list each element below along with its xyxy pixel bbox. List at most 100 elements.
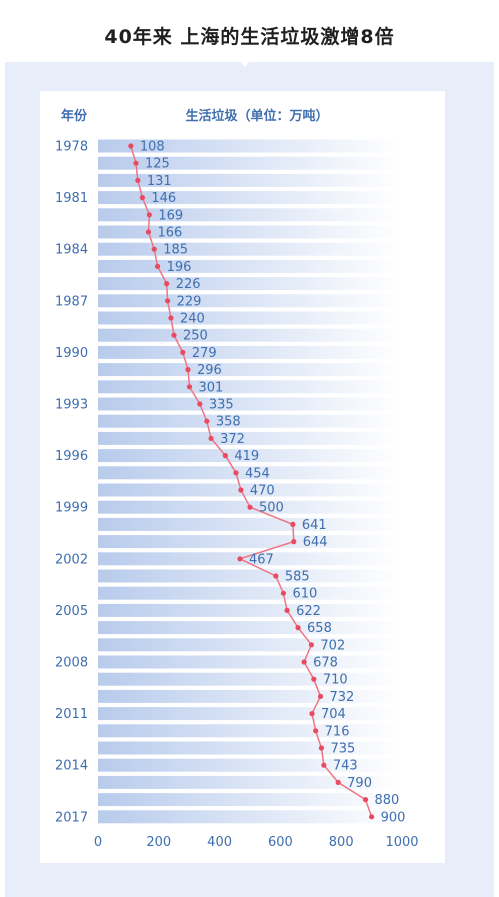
year-band [98,363,402,377]
data-label: 732 [330,690,355,705]
year-band [98,414,402,428]
data-point [295,625,301,631]
data-point [180,349,186,355]
data-point [273,573,279,579]
year-tick-label: 1984 [55,243,88,258]
data-point [291,539,297,545]
year-band [98,311,402,325]
data-point [197,401,203,407]
data-label: 419 [234,449,259,464]
data-label: 743 [333,759,358,774]
year-band [98,345,402,359]
data-label: 735 [330,742,355,757]
year-tick-label: 2005 [55,604,88,619]
data-label: 500 [259,501,284,516]
value-column-header: 生活垃圾（单位：万吨） [185,108,328,124]
data-point [290,521,296,527]
data-label: 125 [145,157,170,172]
data-point [362,797,369,803]
year-band [98,259,402,273]
chart-card: 年份 生活垃圾（单位：万吨） 1978 1981 1984 1987 1990 1993 1… [40,91,445,863]
x-tick-label: 400 [207,835,232,850]
data-label: 716 [325,724,350,739]
year-band [98,294,402,308]
data-label: 335 [209,398,234,413]
year-band [98,191,402,205]
year-band [98,793,402,807]
garbage-line-chart: 年份 生活垃圾（单位：万吨） 1978 1981 1984 1987 1990 1993 1… [55,108,419,850]
year-band [98,397,402,411]
data-point [139,195,145,201]
year-tick-label: 2011 [55,707,88,722]
data-label: 470 [250,484,275,499]
data-point [317,693,324,700]
data-label: 585 [285,570,310,585]
data-label: 185 [163,243,188,258]
data-label: 240 [180,312,205,327]
year-band [98,741,402,755]
year-band [98,225,402,239]
data-point [204,418,210,424]
data-label: 279 [192,346,217,361]
year-band [98,277,402,291]
year-band [98,775,402,789]
data-point [146,212,152,218]
year-band [98,483,402,497]
year-tick-label: 1999 [55,501,88,516]
year-band [98,380,402,394]
page-title: 40年来 上海的生活垃圾激增8倍 [104,26,395,48]
year-band [98,535,402,549]
year-band [98,328,402,342]
year-band [98,672,402,686]
data-point [154,263,161,269]
data-label: 900 [381,810,406,825]
data-point [233,470,239,476]
data-point [133,160,139,166]
data-point [313,728,319,734]
year-tick-label: 2014 [55,759,88,774]
data-point [335,779,341,786]
x-tick-label: 1000 [385,835,418,850]
data-point [318,745,325,751]
year-band [98,208,402,222]
year-tick-label: 1996 [55,449,88,464]
year-tick-label: 2008 [55,656,88,671]
year-band [98,638,402,652]
data-point [135,177,141,183]
data-label: 622 [296,604,321,619]
year-band [98,449,402,463]
data-point [222,453,228,459]
year-band [98,569,402,583]
data-label: 644 [303,535,328,550]
data-point [247,504,253,510]
data-point [237,556,243,562]
x-tick-label: 800 [329,835,354,850]
x-tick-label: 200 [146,835,171,850]
data-point [128,143,134,149]
data-label: 641 [302,518,327,533]
data-label: 710 [323,673,348,688]
data-label: 610 [292,587,317,602]
data-point [145,229,152,235]
data-label: 880 [375,793,400,808]
data-label: 702 [320,638,345,653]
data-label: 658 [307,621,332,636]
year-band [98,431,402,445]
series-line [130,145,373,818]
data-point [185,367,191,373]
data-label: 301 [199,380,224,395]
year-tick-label: 1993 [55,398,88,413]
data-point [208,435,214,441]
x-tick-label: 600 [268,835,293,850]
data-label: 131 [147,174,172,189]
data-point [168,315,174,321]
data-label: 296 [197,363,222,378]
year-band [98,707,402,721]
year-tick-label: 1981 [55,191,88,206]
year-band [98,139,402,153]
data-point [165,298,171,304]
header: 40年来 上海的生活垃圾激增8倍 [0,0,499,62]
data-label: 790 [347,776,372,791]
header-notch [237,58,253,67]
data-label: 229 [177,294,202,309]
